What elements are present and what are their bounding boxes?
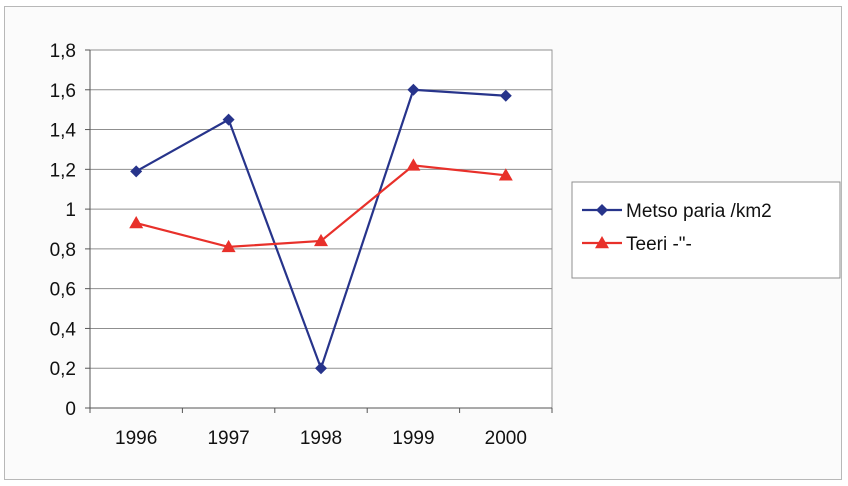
axes (85, 49, 553, 413)
data-point (315, 362, 327, 375)
x-tick-label: 1998 (300, 428, 342, 449)
plot-area (89, 49, 553, 409)
y-tick-label: 0,2 (50, 359, 76, 380)
data-point (499, 89, 512, 102)
y-tick-label: 0,6 (50, 280, 76, 301)
y-tick-label: 0 (65, 399, 76, 420)
data-point (407, 83, 420, 96)
y-tick-label: 1,4 (50, 121, 77, 142)
data-point (314, 233, 328, 247)
data-point (406, 158, 421, 171)
y-tick-label: 1,2 (50, 160, 76, 181)
x-tick-label: 1996 (115, 428, 157, 449)
legend-entry: Metso paria /km2 (582, 201, 772, 222)
legend-label: Metso paria /km2 (626, 201, 772, 222)
y-tick-label: 1 (65, 200, 76, 221)
legend-label: Teeri -"- (626, 234, 692, 255)
data-point (129, 216, 144, 229)
gridlines (90, 49, 552, 369)
series-group (129, 83, 513, 375)
data-point (130, 165, 143, 178)
series-1 (130, 83, 512, 375)
data-point (222, 113, 235, 126)
data-point (498, 168, 513, 181)
series-2 (129, 158, 513, 253)
x-tick-label: 1997 (207, 428, 249, 449)
y-tick-label: 1,6 (50, 81, 76, 102)
legend-entry: Teeri -"- (582, 234, 692, 255)
legend-box (571, 181, 841, 279)
y-tick-label: 0,8 (50, 240, 76, 261)
legend: Metso paria /km2 Teeri -"- (571, 181, 841, 279)
x-tick-label: 1999 (392, 428, 434, 449)
y-tick-labels: 0 0,2 0,4 0,6 0,8 1 1,2 1,4 1,6 1,8 (50, 41, 77, 420)
legend-marker (596, 204, 608, 216)
legend-marker (595, 236, 609, 249)
y-tick-label: 0,4 (50, 319, 77, 340)
data-point (221, 239, 236, 253)
x-tick-label: 2000 (485, 428, 527, 449)
x-tick-labels: 1996 1997 1998 1999 2000 (115, 428, 527, 449)
y-tick-label: 1,8 (50, 41, 76, 62)
